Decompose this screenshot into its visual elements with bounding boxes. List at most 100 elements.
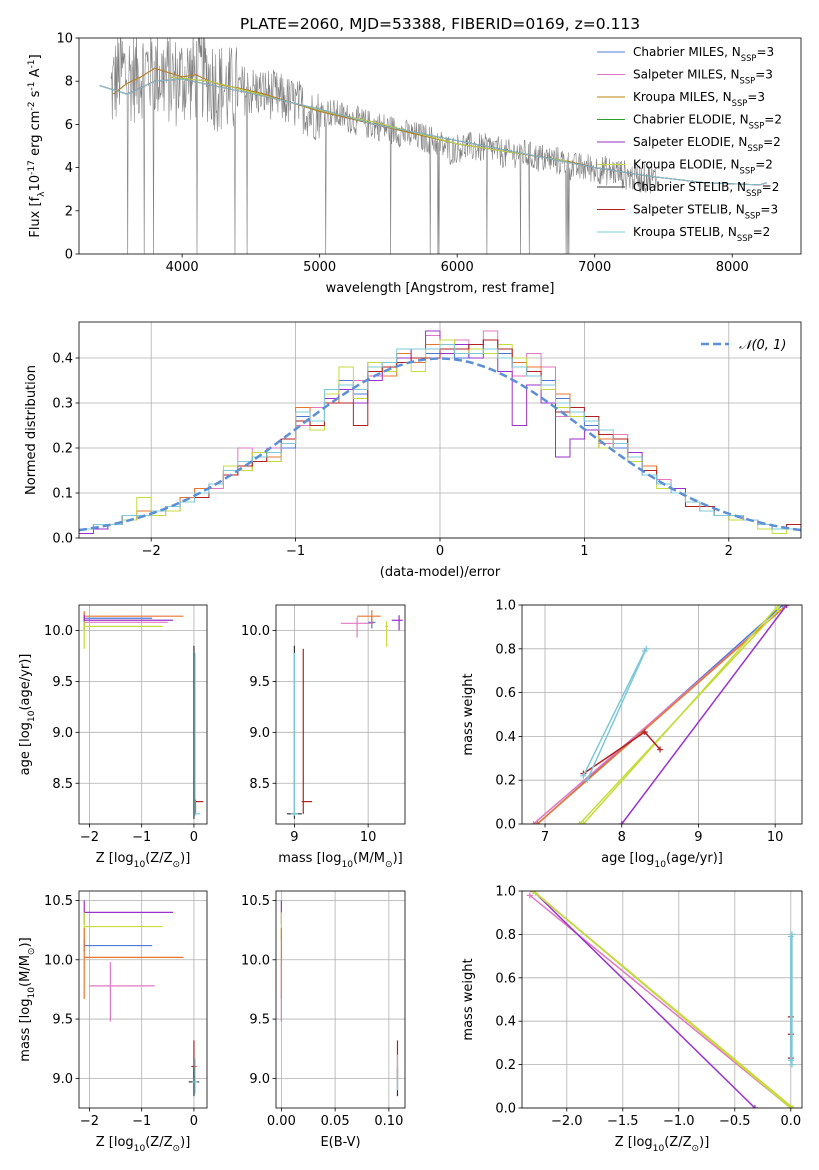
x-tick-label: −2: [142, 544, 161, 559]
legend-label: Chabrier STELIB, NSSP=2: [633, 180, 779, 198]
plot-area-weight-vs-Z: [526, 891, 797, 1108]
histogram-series: [79, 344, 801, 538]
text-span: ⊙: [173, 860, 181, 870]
y-tick-label: 10.0: [44, 953, 73, 968]
x-tick-label: 0: [436, 544, 444, 559]
text-span: 10: [134, 860, 146, 870]
y-tick-label: 0.4: [495, 1015, 516, 1030]
data-point: [788, 1061, 795, 1068]
y-tick-label: 10.5: [241, 894, 270, 909]
weight-line: [532, 891, 756, 1108]
text-span: =2: [753, 225, 771, 239]
data-point: [788, 931, 795, 938]
y-tick-label: 9.5: [249, 675, 270, 690]
y-tick-label: 4: [65, 161, 73, 176]
text-span: -1: [27, 82, 37, 91]
y-axis-label: mass weight: [461, 958, 476, 1040]
text-span: )]: [180, 1135, 190, 1150]
data-point: [641, 729, 648, 736]
y-tick-label: 0.2: [495, 1058, 516, 1073]
y-tick-label: 6: [65, 118, 73, 133]
legend-label: Kroupa ELODIE, NSSP=2: [633, 158, 773, 176]
x-tick-label: 9: [694, 830, 702, 845]
text-span: =2: [763, 135, 781, 149]
text-span: =2: [755, 158, 773, 172]
plot-area-age-vs-Z: [83, 611, 204, 819]
x-tick-label: 8000: [716, 260, 749, 275]
text-span: Kroupa ELODIE, N: [633, 158, 740, 172]
text-span: Salpeter ELODIE, N: [633, 135, 747, 149]
text-span: s: [28, 90, 43, 101]
weight-line: [621, 605, 788, 824]
text-span: (Z/Z: [145, 851, 172, 866]
legend-label: Salpeter ELODIE, NSSP=2: [633, 135, 781, 153]
text-span: mass [log: [278, 851, 341, 866]
y-tick-label: 10.0: [241, 624, 270, 639]
text-span: =3: [756, 45, 774, 59]
y-tick-label: 0.4: [495, 730, 516, 745]
x-tick-label: −1.0: [663, 1114, 695, 1129]
text-span: )]: [180, 851, 190, 866]
text-span: ⊙: [692, 1144, 700, 1154]
legend-label: 𝒩(0, 1): [739, 338, 786, 353]
y-tick-label: 0.8: [495, 642, 516, 657]
y-tick-label: 0.3: [52, 397, 73, 412]
text-span: erg cm: [28, 111, 43, 160]
text-span: 𝒩(0, 1): [739, 338, 786, 353]
text-span: Z [log: [96, 1135, 134, 1150]
text-span: 10: [653, 1144, 665, 1154]
y-tick-label: 9.5: [52, 1013, 73, 1028]
x-tick-label: −1: [132, 1114, 151, 1129]
text-span: SSP: [741, 53, 757, 63]
y-axis-label: Normed distribution: [24, 365, 39, 495]
text-span: SSP: [749, 121, 765, 131]
y-tick-label: 10.0: [241, 953, 270, 968]
x-tick-label: −1.5: [607, 1114, 639, 1129]
x-tick-label: 10: [360, 830, 377, 845]
data-point: [530, 821, 537, 824]
x-tick-label: 0: [190, 830, 198, 845]
text-span: mass [log: [18, 999, 33, 1062]
text-span: mass weight: [461, 958, 476, 1040]
text-span: λ: [37, 191, 47, 197]
data-point: [618, 821, 625, 824]
axes-frame: [521, 890, 803, 1109]
axes-age-vs-Z: −2 −1 08.59.09.510.0Z [log10(Z/Z⊙)]age [lo…: [18, 604, 208, 870]
y-tick-label: 9.0: [249, 726, 270, 741]
y-tick-label: 2: [65, 204, 73, 219]
axes-mass-vs-Z: −2 −1 09.09.510.010.5Z [log10(Z/Z⊙)]mass […: [18, 890, 208, 1154]
text-span: Salpeter MILES, N: [633, 68, 740, 82]
y-axis-label: mass [log10(M/M⊙)]: [18, 937, 37, 1061]
legend-label: Salpeter STELIB, NSSP=3: [633, 203, 778, 221]
y-tick-label: 9.0: [52, 726, 73, 741]
text-span: =2: [762, 180, 780, 194]
text-span: -1: [27, 59, 37, 68]
text-span: Kroupa STELIB, N: [633, 225, 737, 239]
y-tick-label: 1.0: [495, 885, 516, 900]
x-tick-label: 9: [290, 830, 298, 845]
text-span: wavelength [Angstrom, rest frame]: [326, 281, 555, 296]
observed-spectrum: [110, 38, 657, 254]
x-axis-label: Z [log10(Z/Z⊙)]: [96, 851, 191, 870]
x-axis-label: age [log10(age/yr)]: [601, 851, 723, 870]
text-span: Flux [f: [28, 196, 43, 237]
text-span: =3: [755, 68, 773, 82]
x-axis-label: Z [log10(Z/Z⊙)]: [615, 1135, 710, 1154]
data-point: [526, 892, 533, 899]
text-span: age [log: [18, 722, 33, 775]
x-tick-label: −2: [80, 1114, 99, 1129]
x-tick-label: 7000: [578, 260, 611, 275]
y-tick-label: 8.5: [52, 777, 73, 792]
x-tick-label: −2: [80, 830, 99, 845]
text-span: Z [log: [96, 851, 134, 866]
text-span: 10: [134, 1144, 146, 1154]
text-span: Salpeter STELIB, N: [633, 203, 745, 217]
y-tick-label: 1.0: [495, 599, 516, 614]
data-point: [580, 821, 587, 824]
y-tick-label: 8: [65, 75, 73, 90]
text-span: =2: [764, 113, 782, 127]
text-span: 10: [28, 175, 43, 192]
